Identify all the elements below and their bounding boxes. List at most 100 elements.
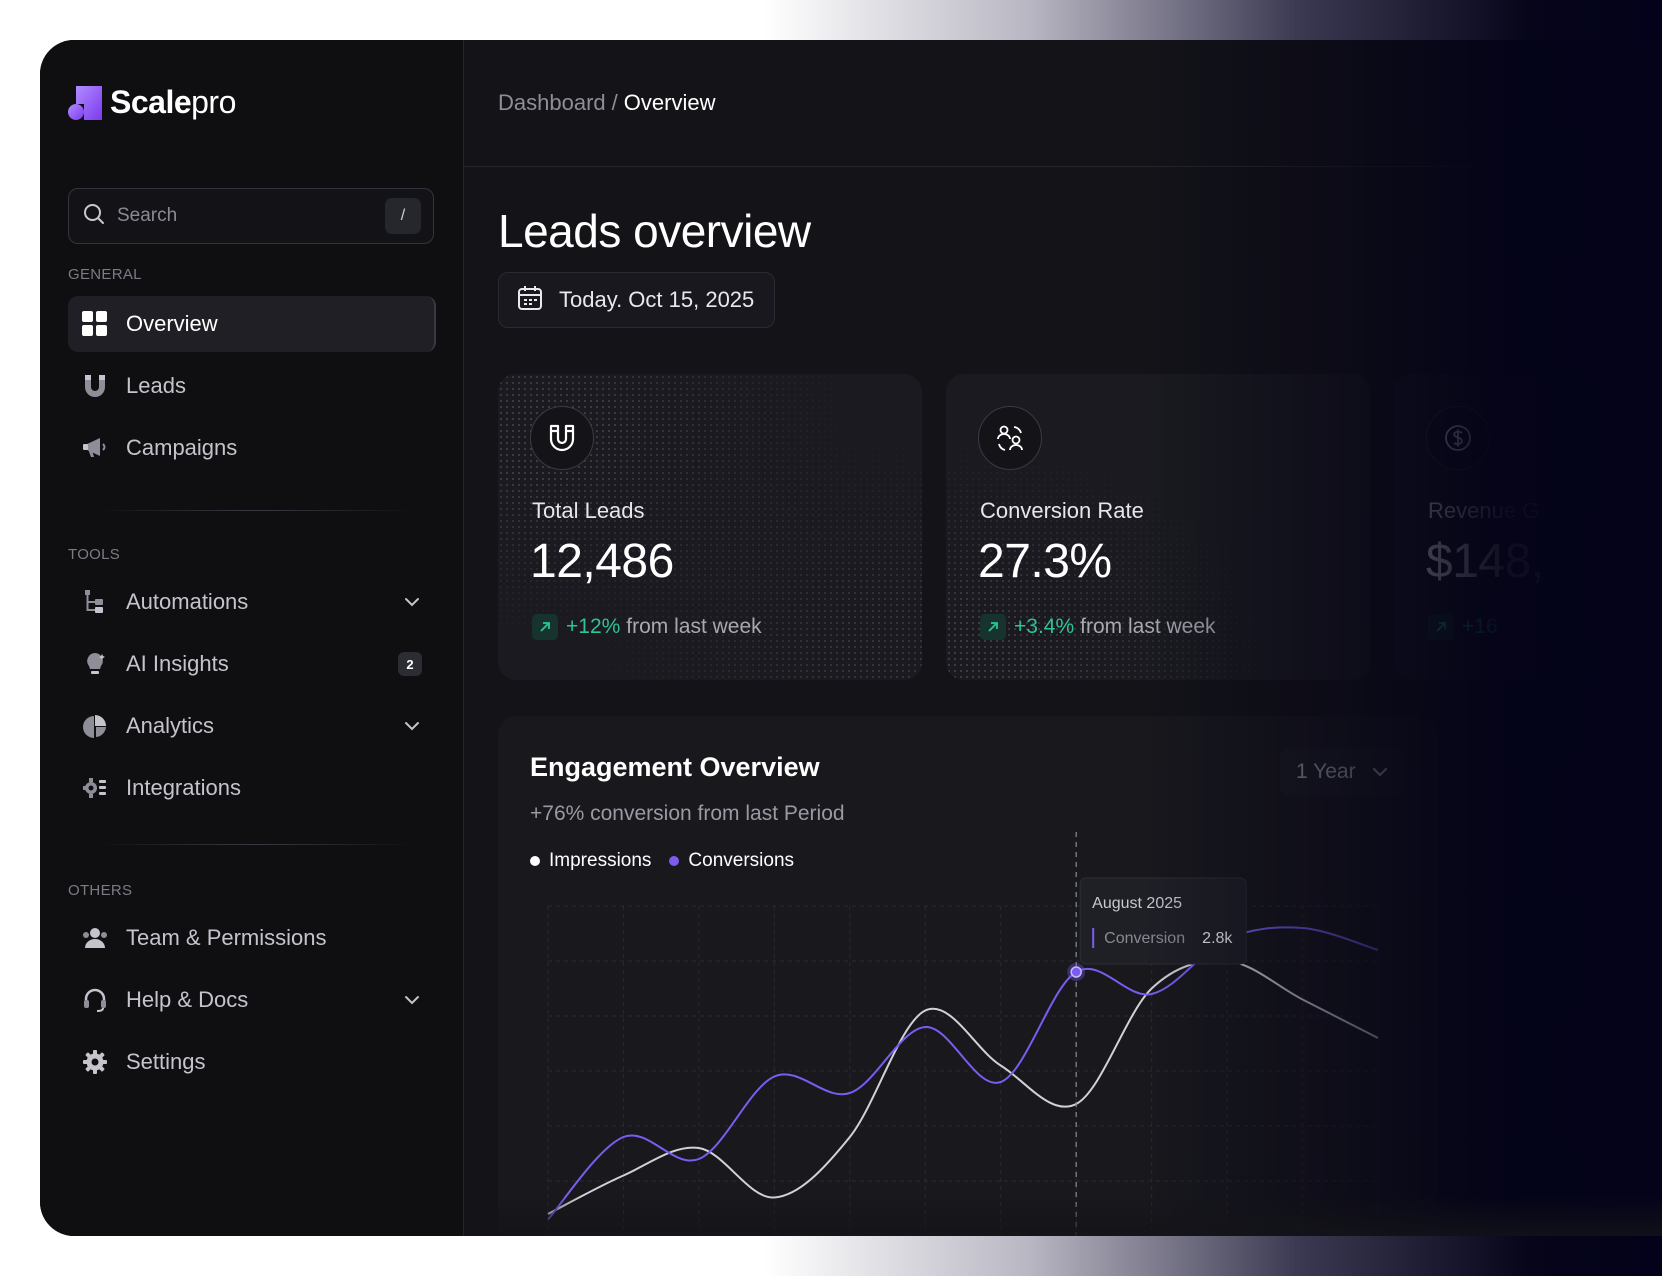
dollar-icon	[1426, 406, 1490, 470]
tooltip-label: Conversion	[1104, 930, 1185, 947]
sidebar-item-analytics[interactable]: Analytics	[68, 698, 436, 754]
search-placeholder: Search	[117, 205, 178, 226]
users-refresh-icon	[978, 406, 1042, 470]
stat-card-revenue[interactable]: Revenue G $148, +16	[1394, 374, 1662, 680]
breadcrumb-current: Overview	[623, 90, 716, 115]
sidebar-item-label: Analytics	[126, 713, 215, 738]
sidebar-item-team-permissions[interactable]: Team & Permissions	[68, 910, 436, 966]
magnet-icon	[530, 406, 594, 470]
breadcrumb: Dashboard / Overview	[498, 90, 715, 116]
sidebar-item-campaigns[interactable]: Campaigns	[68, 420, 436, 476]
trend-up-icon	[1428, 614, 1454, 640]
breadcrumb-separator: /	[611, 90, 618, 115]
search-icon	[83, 203, 105, 230]
sidebar-item-automations[interactable]: Automations	[68, 574, 436, 630]
sidebar-item-settings[interactable]: Settings	[68, 1034, 436, 1090]
stat-delta-text: from last week	[626, 615, 762, 638]
calendar-icon	[517, 285, 543, 316]
tooltip-title: August 2025	[1092, 895, 1182, 912]
legend-dot	[669, 856, 680, 866]
page-title: Leads overview	[498, 205, 811, 257]
stat-delta: +3.4% from last week	[980, 614, 1216, 640]
series-line-conversions	[547, 926, 1379, 1221]
stat-value: 12,486	[530, 535, 674, 588]
search-input[interactable]: Search /	[68, 188, 434, 244]
breadcrumb-root[interactable]: Dashboard	[498, 90, 606, 115]
flow-icon	[82, 589, 108, 615]
tooltip-value: 2.8k	[1202, 930, 1233, 947]
chevron-down-icon[interactable]	[402, 990, 422, 1010]
stat-card-total-leads[interactable]: Total Leads 12,486 +12% from last week	[498, 374, 922, 680]
notification-badge: 2	[398, 652, 422, 676]
legend-dot	[530, 856, 540, 866]
section-label-others: OTHERS	[68, 882, 133, 899]
legend-label: Impressions	[549, 850, 652, 871]
series-line-impressions	[547, 959, 1379, 1215]
app-window: Scalepro Search / GENERAL Overview Leads	[40, 40, 1662, 1236]
stat-label: Total Leads	[532, 498, 645, 523]
trend-up-icon	[532, 614, 558, 640]
stat-delta-value: +16	[1462, 615, 1498, 638]
trend-up-icon	[980, 614, 1006, 640]
puzzle-icon	[82, 775, 108, 801]
sidebar-item-label: Leads	[126, 373, 186, 398]
legend-label: Conversions	[688, 850, 795, 871]
sidebar-item-label: Automations	[126, 589, 249, 614]
magnet-icon	[82, 373, 108, 399]
section-label-tools: TOOLS	[68, 546, 121, 563]
tooltip-series-marker	[1092, 928, 1095, 948]
sidebar-item-label: Campaigns	[126, 435, 238, 460]
sidebar-item-label: Help & Docs	[126, 987, 249, 1012]
stat-card-conversion-rate[interactable]: Conversion Rate 27.3% +3.4% from last we…	[946, 374, 1370, 680]
chevron-down-icon[interactable]	[402, 592, 422, 612]
chart-title: Engagement Overview	[530, 752, 820, 782]
brand-name-bold: Scale	[110, 84, 192, 120]
sidebar-divider	[96, 510, 416, 511]
sidebar-divider	[96, 844, 416, 845]
sidebar-item-ai-insights[interactable]: AI Insights 2	[68, 636, 436, 692]
sidebar-item-integrations[interactable]: Integrations	[68, 760, 436, 816]
sidebar-item-label: Settings	[126, 1049, 206, 1074]
megaphone-icon	[82, 435, 108, 461]
chart-subtitle: +76% conversion from last Period	[530, 802, 845, 825]
pie-chart-icon	[82, 713, 108, 739]
tooltip-box	[1079, 877, 1247, 965]
sidebar: Scalepro Search / GENERAL Overview Leads	[40, 40, 464, 1236]
date-picker[interactable]: Today. Oct 15, 2025	[498, 272, 776, 328]
highlight-point	[1070, 966, 1082, 978]
stat-label: Revenue G	[1428, 498, 1540, 523]
users-icon	[82, 925, 108, 951]
stat-delta-text: from last week	[1080, 615, 1216, 638]
engagement-chart-card: Engagement Overview +76% conversion from…	[498, 716, 1438, 1236]
grid-icon	[82, 311, 108, 337]
brand-name-light: pro	[191, 84, 236, 120]
main-content: Dashboard / Overview Leads overview Today.…	[464, 40, 1662, 1236]
chevron-down-icon[interactable]	[402, 716, 422, 736]
stat-value: $148,	[1426, 535, 1544, 588]
sidebar-item-label: AI Insights	[126, 651, 229, 676]
sidebar-item-overview[interactable]: Overview	[68, 296, 436, 352]
sidebar-item-leads[interactable]: Leads	[68, 358, 436, 414]
legend-item-impressions[interactable]: Impressions	[530, 850, 651, 872]
legend-item-conversions[interactable]: Conversions	[669, 850, 794, 872]
gear-icon	[82, 1049, 108, 1075]
section-label-general: GENERAL	[68, 266, 142, 283]
stat-delta: +16	[1428, 614, 1504, 640]
stat-delta-value: +12%	[566, 615, 621, 638]
stat-label: Conversion Rate	[980, 498, 1144, 523]
sidebar-item-label: Overview	[126, 311, 218, 336]
lightbulb-icon	[82, 651, 108, 677]
sidebar-item-help-docs[interactable]: Help & Docs	[68, 972, 436, 1028]
search-shortcut: /	[385, 198, 421, 234]
brand-logo[interactable]: Scalepro	[68, 84, 236, 121]
stat-delta: +12% from last week	[532, 614, 762, 640]
date-label: Today. Oct 15, 2025	[559, 287, 755, 312]
topbar: Dashboard / Overview	[464, 40, 1662, 167]
chart-legend: Impressions Conversions	[530, 850, 812, 872]
logo-icon	[68, 85, 102, 120]
stat-delta-value: +3.4%	[1014, 615, 1075, 638]
sidebar-item-label: Integrations	[126, 775, 241, 800]
stat-value: 27.3%	[978, 535, 1112, 588]
sidebar-item-label: Team & Permissions	[126, 925, 327, 950]
